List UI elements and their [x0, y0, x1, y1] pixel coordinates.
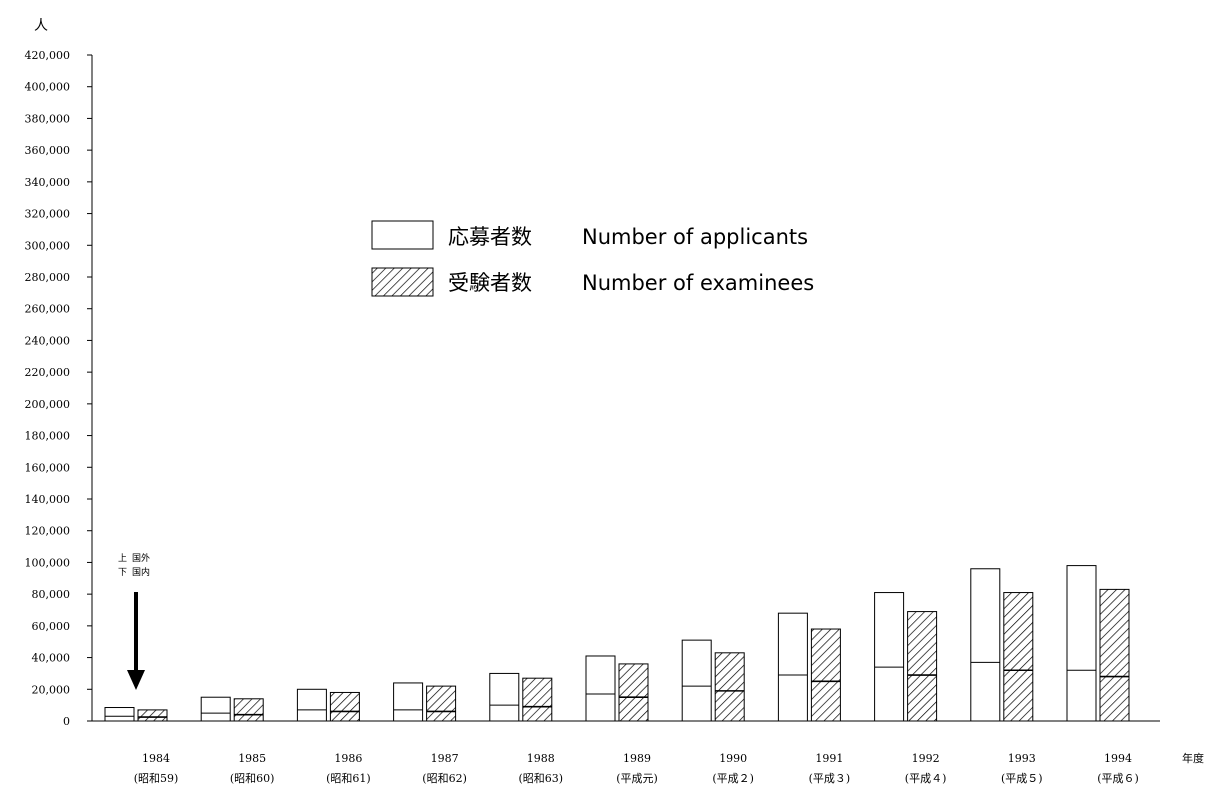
- bar-examinees: [233, 698, 264, 722]
- bar-applicants: [104, 707, 135, 722]
- bar-examinees: [1099, 588, 1130, 722]
- y-tick-label: 300,000: [25, 239, 71, 252]
- x-tick-label-era: (平成４): [905, 772, 947, 785]
- annotation-lower-marker: 下: [118, 568, 127, 578]
- y-ticks: 0 20,000 40,000 60,000 80,000 100,000 120,000 1…: [25, 49, 92, 728]
- y-tick-label: 320,000: [25, 208, 71, 221]
- bar-examinees: [714, 652, 745, 722]
- bar-applicants: [489, 672, 520, 722]
- y-tick-label: 200,000: [25, 398, 71, 411]
- y-tick-label: 0: [63, 715, 70, 728]
- y-tick-label: 100,000: [25, 556, 71, 569]
- legend-label-ja-applicants: 応募者数: [448, 225, 532, 249]
- x-tick-label-year: 1991: [815, 752, 843, 765]
- x-tick-label-year: 1986: [334, 752, 362, 765]
- x-tick-label-year: 1994: [1104, 752, 1132, 765]
- x-tick-label-era: (昭和60): [230, 772, 275, 785]
- bar-examinees: [426, 685, 457, 722]
- x-tick-label-year: 1984: [142, 752, 170, 765]
- y-tick-label: 220,000: [25, 366, 71, 379]
- bar-applicants: [296, 688, 327, 722]
- y-tick-label: 40,000: [32, 652, 71, 665]
- x-tick-label-era: (昭和61): [326, 772, 371, 785]
- x-tick-label-year: 1992: [912, 752, 940, 765]
- y-tick-label: 420,000: [25, 49, 71, 62]
- bar-applicants: [777, 612, 808, 722]
- bar-examinees: [618, 663, 649, 722]
- y-tick-label: 20,000: [32, 683, 71, 696]
- y-tick-label: 60,000: [32, 620, 71, 633]
- bar-applicants: [585, 655, 616, 722]
- y-tick-label: 280,000: [25, 271, 71, 284]
- annotation-arrow-head: [127, 670, 145, 690]
- x-tick-label-year: 1993: [1008, 752, 1036, 765]
- y-tick-label: 240,000: [25, 334, 71, 347]
- x-tick-label-era: (昭和59): [134, 772, 179, 785]
- x-tick-label-era: (平成２): [712, 772, 754, 785]
- x-labels: 1984 (昭和59) 1985 (昭和60) 1986 (昭和61) 1987 (昭和62)…: [134, 752, 1139, 785]
- x-tick-label-era: (昭和63): [519, 772, 564, 785]
- bar-applicants: [874, 592, 905, 722]
- x-tick-label-era: (昭和62): [422, 772, 467, 785]
- bar-examinees: [329, 691, 360, 722]
- bar-examinees: [810, 628, 841, 722]
- annotation-upper-label: 国外: [132, 552, 150, 564]
- x-tick-label-year: 1988: [527, 752, 555, 765]
- x-tick-label-era: (平成元): [616, 772, 658, 785]
- x-tick-label-era: (平成６): [1097, 772, 1139, 785]
- bar-applicants: [1066, 565, 1097, 722]
- y-tick-label: 380,000: [25, 112, 71, 125]
- bars: [104, 565, 1130, 722]
- bar-examinees: [907, 611, 938, 722]
- legend: 応募者数 Number of applicants 受験者数 Number of…: [371, 220, 814, 297]
- x-tick-label-year: 1987: [431, 752, 459, 765]
- y-tick-label: 80,000: [32, 588, 71, 601]
- y-tick-label: 340,000: [25, 176, 71, 189]
- bar-applicants: [970, 568, 1001, 722]
- x-tick-label-year: 1989: [623, 752, 651, 765]
- legend-label-en-examinees: Number of examinees: [582, 271, 814, 295]
- legend-label-ja-examinees: 受験者数: [448, 271, 532, 295]
- legend-label-en-applicants: Number of applicants: [582, 225, 808, 249]
- legend-swatch-applicants: [371, 220, 434, 250]
- y-tick-label: 360,000: [25, 144, 71, 157]
- annotation-lower-label: 国内: [132, 566, 150, 578]
- y-tick-label: 180,000: [25, 430, 71, 443]
- bar-examinees: [137, 709, 168, 722]
- y-unit-label: 人: [34, 18, 48, 34]
- x-tick-label-era: (平成５): [1001, 772, 1043, 785]
- bar-applicants: [393, 682, 424, 722]
- x-tick-label-year: 1985: [238, 752, 266, 765]
- y-tick-label: 400,000: [25, 81, 71, 94]
- x-tick-label-year: 1990: [719, 752, 747, 765]
- bar-examinees: [522, 677, 553, 722]
- y-tick-label: 120,000: [25, 525, 71, 538]
- y-tick-label: 260,000: [25, 303, 71, 316]
- bar-applicants: [200, 696, 231, 722]
- x-tick-label-era: (平成３): [809, 772, 851, 785]
- bar-examinees: [1003, 592, 1034, 722]
- annotation: 上 国外 下 国内: [118, 552, 150, 690]
- legend-swatch-examinees: [371, 267, 434, 297]
- annotation-upper-marker: 上: [118, 553, 127, 564]
- y-tick-label: 160,000: [25, 461, 71, 474]
- y-tick-label: 140,000: [25, 493, 71, 506]
- x-unit-label: 年度: [1182, 751, 1204, 765]
- bar-applicants: [681, 639, 712, 722]
